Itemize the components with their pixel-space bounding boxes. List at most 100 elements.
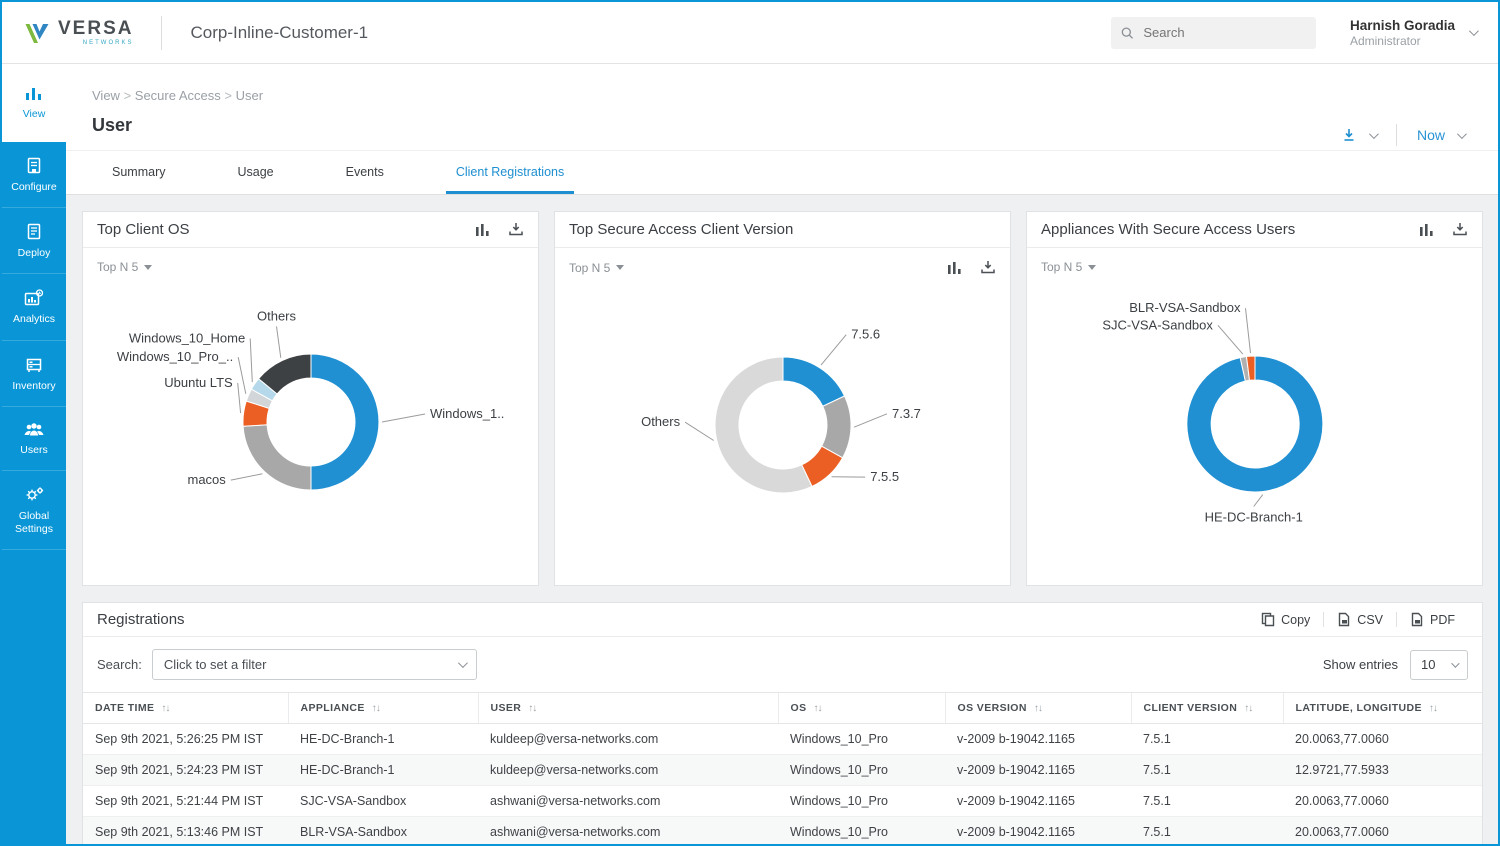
show-entries-label: Show entries bbox=[1322, 657, 1398, 672]
copy-button[interactable]: Copy bbox=[1248, 612, 1323, 627]
donut-slice-macos[interactable] bbox=[242, 424, 311, 491]
export-download-button[interactable] bbox=[1341, 127, 1357, 143]
donut-chart-top-client-os[interactable]: Windows_1..macos Ubuntu LTS Windows_10_Pro… bbox=[86, 274, 536, 574]
table-cell: Sep 9th 2021, 5:24:23 PM IST bbox=[83, 754, 288, 786]
download-chart-button[interactable] bbox=[1452, 222, 1468, 237]
table-row[interactable]: Sep 9th 2021, 5:24:23 PM IST HE-DC-Branch… bbox=[83, 754, 1482, 786]
slice-label: Windows_1.. bbox=[430, 406, 504, 421]
donut-slice-7.5.6[interactable] bbox=[782, 356, 845, 407]
slice-label: macos bbox=[187, 472, 226, 487]
sort-icon[interactable]: ↑↓ bbox=[1033, 703, 1043, 714]
user-name: Harnish Goradia bbox=[1349, 17, 1455, 33]
slice-label: HE-DC-Branch-1 bbox=[1204, 510, 1302, 525]
filter-dropdown[interactable]: Click to set a filter bbox=[151, 649, 477, 680]
caret-down-icon bbox=[616, 265, 625, 270]
table-cell: v-2009 b-19042.1165 bbox=[945, 754, 1131, 786]
chart-type-button[interactable] bbox=[1419, 223, 1434, 237]
show-entries-value: 10 bbox=[1421, 657, 1436, 672]
topn-dropdown[interactable]: Top N 5 bbox=[97, 260, 153, 274]
table-cell: v-2009 b-19042.1165 bbox=[945, 723, 1131, 755]
download-icon bbox=[981, 261, 995, 274]
table-cell: Windows_10_Pro bbox=[778, 816, 945, 844]
csv-export-button[interactable]: CSV bbox=[1323, 612, 1396, 627]
csv-file-icon bbox=[1339, 612, 1350, 627]
slice-label: Windows_10_Pro_.. bbox=[116, 349, 232, 364]
card-top-client-os: Top Client OS bbox=[82, 211, 539, 586]
sidebar-item-deploy[interactable]: Deploy bbox=[2, 208, 66, 275]
table-row[interactable]: Sep 9th 2021, 5:13:46 PM IST BLR-VSA-Sand… bbox=[83, 816, 1482, 844]
sidebar-item-global-settings[interactable]: Global Settings bbox=[2, 471, 66, 550]
sort-icon[interactable]: ↑↓ bbox=[1428, 703, 1438, 714]
chart-type-button[interactable] bbox=[947, 261, 962, 275]
donut-chart-appliances[interactable]: HE-DC-Branch-1 SJC-VSA-Sandbox BLR-VSA-San… bbox=[1030, 274, 1480, 574]
sort-icon[interactable]: ↑↓ bbox=[1244, 703, 1253, 714]
versa-logo[interactable]: VERSA NETWORKS bbox=[24, 19, 133, 46]
sort-icon[interactable]: ↑↓ bbox=[813, 703, 822, 714]
slice-label: Windows_10_Home bbox=[128, 331, 244, 346]
donut-slice-Others[interactable] bbox=[714, 356, 813, 494]
time-range-selector[interactable]: Now bbox=[1416, 127, 1445, 143]
topn-dropdown[interactable]: Top N 5 bbox=[1041, 260, 1097, 274]
sidebar-item-analytics[interactable]: Analytics bbox=[2, 274, 66, 341]
brand-name: VERSA bbox=[58, 18, 134, 39]
donut-slice-BLR-VSA-Sandbox[interactable] bbox=[1245, 355, 1255, 381]
card-appliances-users: Appliances With Secure Access Users bbox=[1026, 211, 1483, 586]
tab-events[interactable]: Events bbox=[345, 165, 384, 179]
donut-slice-Others[interactable] bbox=[257, 353, 311, 395]
sort-icon[interactable]: ↑↓ bbox=[371, 703, 381, 714]
sidebar-item-label: Global Settings bbox=[15, 509, 53, 535]
search-input[interactable] bbox=[1141, 24, 1306, 41]
breadcrumb-view[interactable]: View bbox=[92, 88, 135, 103]
breadcrumb-secure-access[interactable]: Secure Access bbox=[135, 88, 236, 103]
download-chart-button[interactable] bbox=[508, 222, 524, 237]
donut-chart-client-version[interactable]: 7.5.6 7.3.7 7.5.5 Others bbox=[558, 275, 1008, 575]
column-header[interactable]: OS ↑↓ bbox=[777, 692, 945, 724]
column-header[interactable]: APPLIANCE ↑↓ bbox=[287, 692, 478, 724]
column-header[interactable]: CLIENT VERSION ↑↓ bbox=[1130, 692, 1283, 724]
document-icon bbox=[27, 224, 41, 240]
tab-client-registrations[interactable]: Client Registrations bbox=[445, 151, 575, 194]
breadcrumb-user[interactable]: User bbox=[235, 88, 264, 103]
sidebar-item-users[interactable]: Users bbox=[2, 407, 66, 471]
card-title: Top Secure Access Client Version bbox=[569, 221, 794, 238]
column-header[interactable]: DATE TIME ↑↓ bbox=[83, 692, 288, 724]
show-entries-select[interactable]: 10 bbox=[1410, 649, 1468, 680]
donut-slice-Windows_1..[interactable] bbox=[310, 353, 379, 491]
topn-label: Top N 5 bbox=[1041, 260, 1083, 274]
tab-summary[interactable]: Summary bbox=[112, 165, 166, 179]
download-chart-button[interactable] bbox=[980, 260, 996, 275]
table-cell: Sep 9th 2021, 5:21:44 PM IST bbox=[83, 785, 288, 817]
sort-icon[interactable]: ↑↓ bbox=[528, 703, 537, 714]
column-header[interactable]: OS VERSION ↑↓ bbox=[944, 692, 1131, 724]
column-header[interactable]: USER ↑↓ bbox=[477, 692, 778, 724]
chart-type-button[interactable] bbox=[475, 223, 490, 237]
pdf-export-button[interactable]: PDF bbox=[1396, 612, 1468, 627]
download-icon bbox=[1344, 129, 1354, 141]
sort-icon[interactable]: ↑↓ bbox=[161, 703, 170, 714]
top-bar: VERSA NETWORKS Corp-Inline-Customer-1 Ha… bbox=[2, 2, 1498, 64]
slice-label: Others bbox=[256, 308, 296, 323]
table-row[interactable]: Sep 9th 2021, 5:26:25 PM IST HE-DC-Branch… bbox=[83, 723, 1482, 755]
global-search[interactable] bbox=[1110, 16, 1316, 49]
donut-slice-HE-DC-Branch-1[interactable] bbox=[1185, 355, 1323, 493]
column-header[interactable]: LATITUDE, LONGITUDE ↑↓ bbox=[1282, 692, 1482, 724]
registrations-panel: Registrations Copy bbox=[82, 602, 1483, 844]
copy-icon bbox=[1261, 612, 1275, 627]
pdf-file-icon bbox=[1411, 612, 1423, 627]
download-icon bbox=[509, 223, 523, 236]
sidebar-item-label: Users bbox=[20, 443, 48, 456]
sidebar-item-view[interactable]: View bbox=[2, 64, 66, 143]
user-menu[interactable]: Harnish Goradia Administrator bbox=[1349, 17, 1479, 48]
table-cell: Windows_10_Pro bbox=[778, 785, 945, 817]
slice-label: 7.5.6 bbox=[851, 327, 880, 342]
download-icon bbox=[1453, 223, 1467, 236]
topn-dropdown[interactable]: Top N 5 bbox=[569, 261, 625, 275]
sidebar-item-configure[interactable]: Configure bbox=[2, 142, 66, 209]
table-header-row: DATE TIME ↑↓ APPLIANCE ↑↓ USER ↑↓ OS ↑↓ OS VERSI… bbox=[83, 692, 1482, 724]
chevron-down-icon[interactable] bbox=[1368, 128, 1379, 139]
inventory-rack-icon bbox=[26, 358, 42, 372]
sidebar-item-inventory[interactable]: Inventory bbox=[2, 341, 66, 407]
table-row[interactable]: Sep 9th 2021, 5:21:44 PM IST SJC-VSA-Sand… bbox=[83, 785, 1482, 817]
tab-usage[interactable]: Usage bbox=[237, 165, 274, 179]
